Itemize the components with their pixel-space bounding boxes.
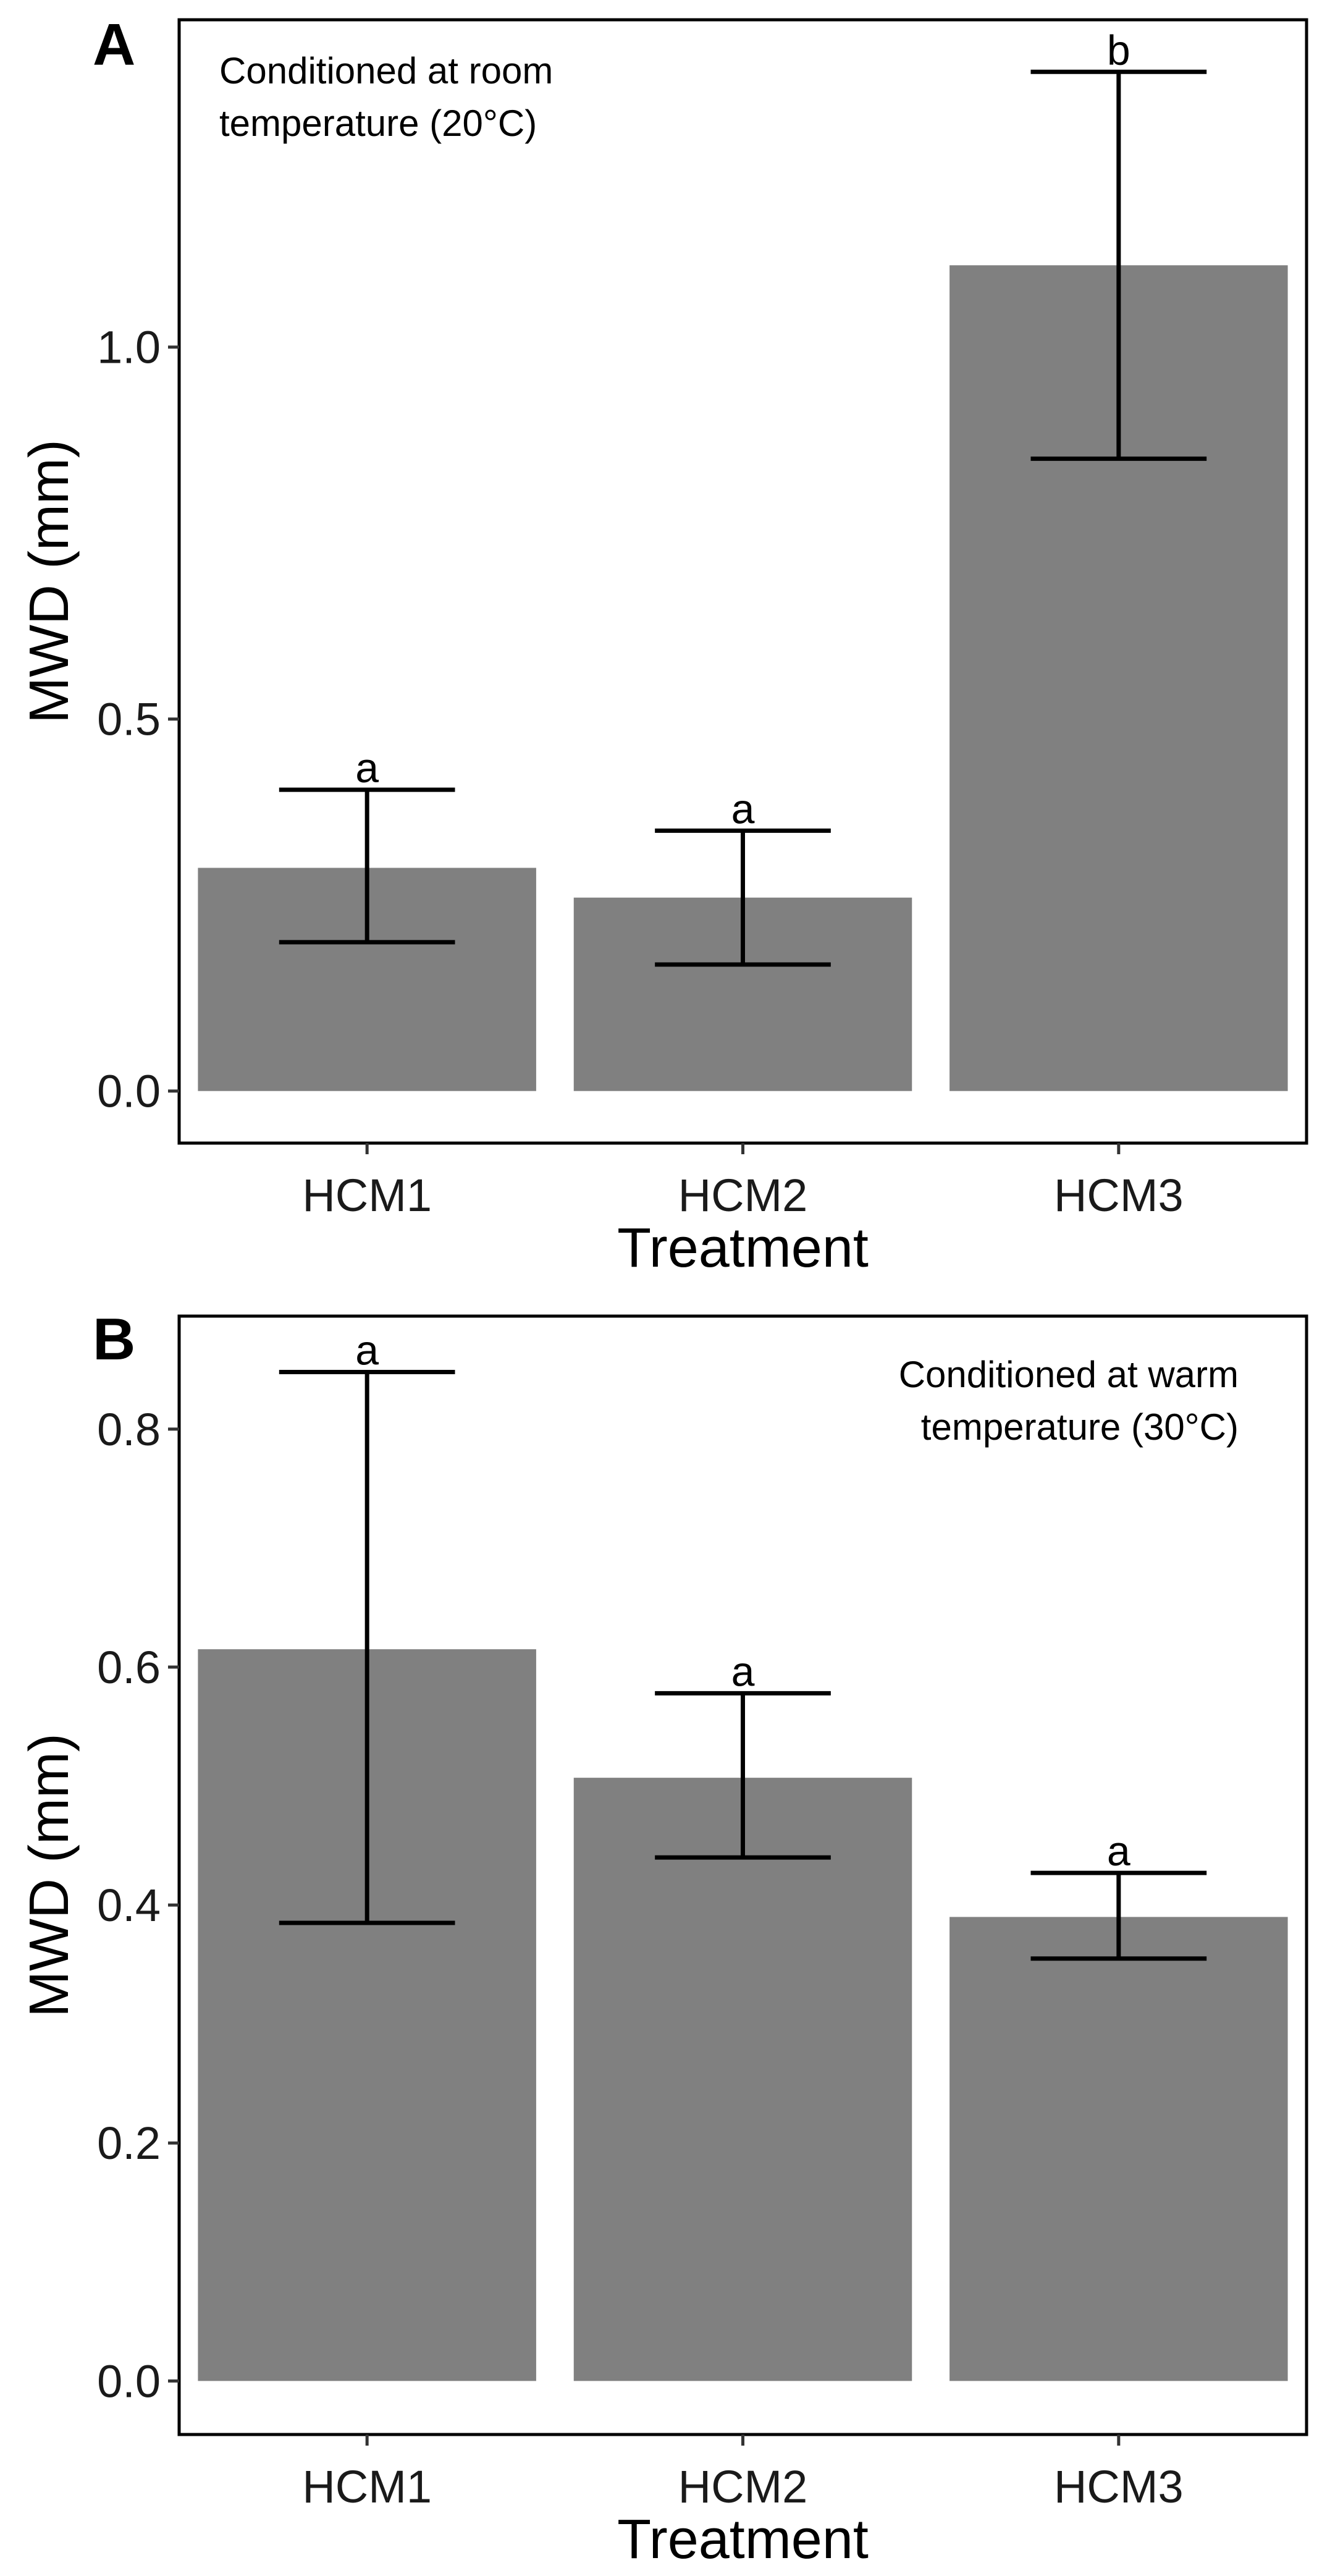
x-tick-label: HCM1 xyxy=(302,2461,432,2512)
x-tick-label: HCM1 xyxy=(302,1170,432,1221)
x-axis-title: Treatment xyxy=(617,2509,869,2570)
significance-letter: a xyxy=(731,1648,755,1695)
significance-letter: a xyxy=(1107,1828,1130,1875)
y-tick-label: 0.2 xyxy=(97,2118,161,2169)
y-axis-title: MWD (mm) xyxy=(19,1733,80,2017)
significance-letter: a xyxy=(355,745,379,792)
y-tick-label: 1.0 xyxy=(97,322,161,373)
condition-annotation: temperature (30°C) xyxy=(921,1406,1239,1448)
x-axis-title: Treatment xyxy=(617,1217,869,1279)
condition-annotation: Conditioned at room xyxy=(219,50,553,91)
error-bar-hcm2 xyxy=(655,1691,831,1860)
x-tick-label: HCM3 xyxy=(1054,2461,1184,2512)
significance-letter: a xyxy=(355,1327,379,1374)
x-tick-label: HCM2 xyxy=(678,1170,808,1221)
y-tick-label: 0.5 xyxy=(97,694,161,745)
y-tick-label: 0.0 xyxy=(97,2355,161,2407)
condition-annotation: temperature (20°C) xyxy=(219,103,537,144)
error-bar-hcm1 xyxy=(279,787,455,945)
panel-letter: B xyxy=(93,1306,135,1372)
error-bar-hcm3 xyxy=(1030,1870,1207,1961)
y-tick-label: 0.8 xyxy=(97,1404,161,1455)
y-tick-label: 0.0 xyxy=(97,1066,161,1117)
error-bar-hcm2 xyxy=(655,828,831,967)
condition-annotation: Conditioned at warm xyxy=(899,1354,1239,1395)
panel-a: a a b 0.0 0.5 1.0 HCM1 HCM2 HCM3 Treatment MWD (mm… xyxy=(19,12,1308,1279)
panel-letter: A xyxy=(93,12,135,78)
y-tick-label: 0.6 xyxy=(97,1642,161,1693)
bar-hcm2 xyxy=(573,1778,912,2381)
panel-b: a a a 0.0 0.2 0.4 0.6 0.8 HCM1 HCM2 HCM3 Treatment M… xyxy=(19,1306,1308,2570)
x-tick-label: HCM3 xyxy=(1054,1170,1184,1221)
y-axis-title: MWD (mm) xyxy=(19,439,80,724)
x-tick-label: HCM2 xyxy=(678,2461,808,2512)
significance-letter: a xyxy=(731,785,755,832)
significance-letter: b xyxy=(1107,27,1130,74)
error-bar-hcm1 xyxy=(279,1370,455,1925)
y-tick-label: 0.4 xyxy=(97,1880,161,1931)
bar-hcm3 xyxy=(949,1917,1288,2381)
error-bar-hcm3 xyxy=(1030,69,1207,461)
